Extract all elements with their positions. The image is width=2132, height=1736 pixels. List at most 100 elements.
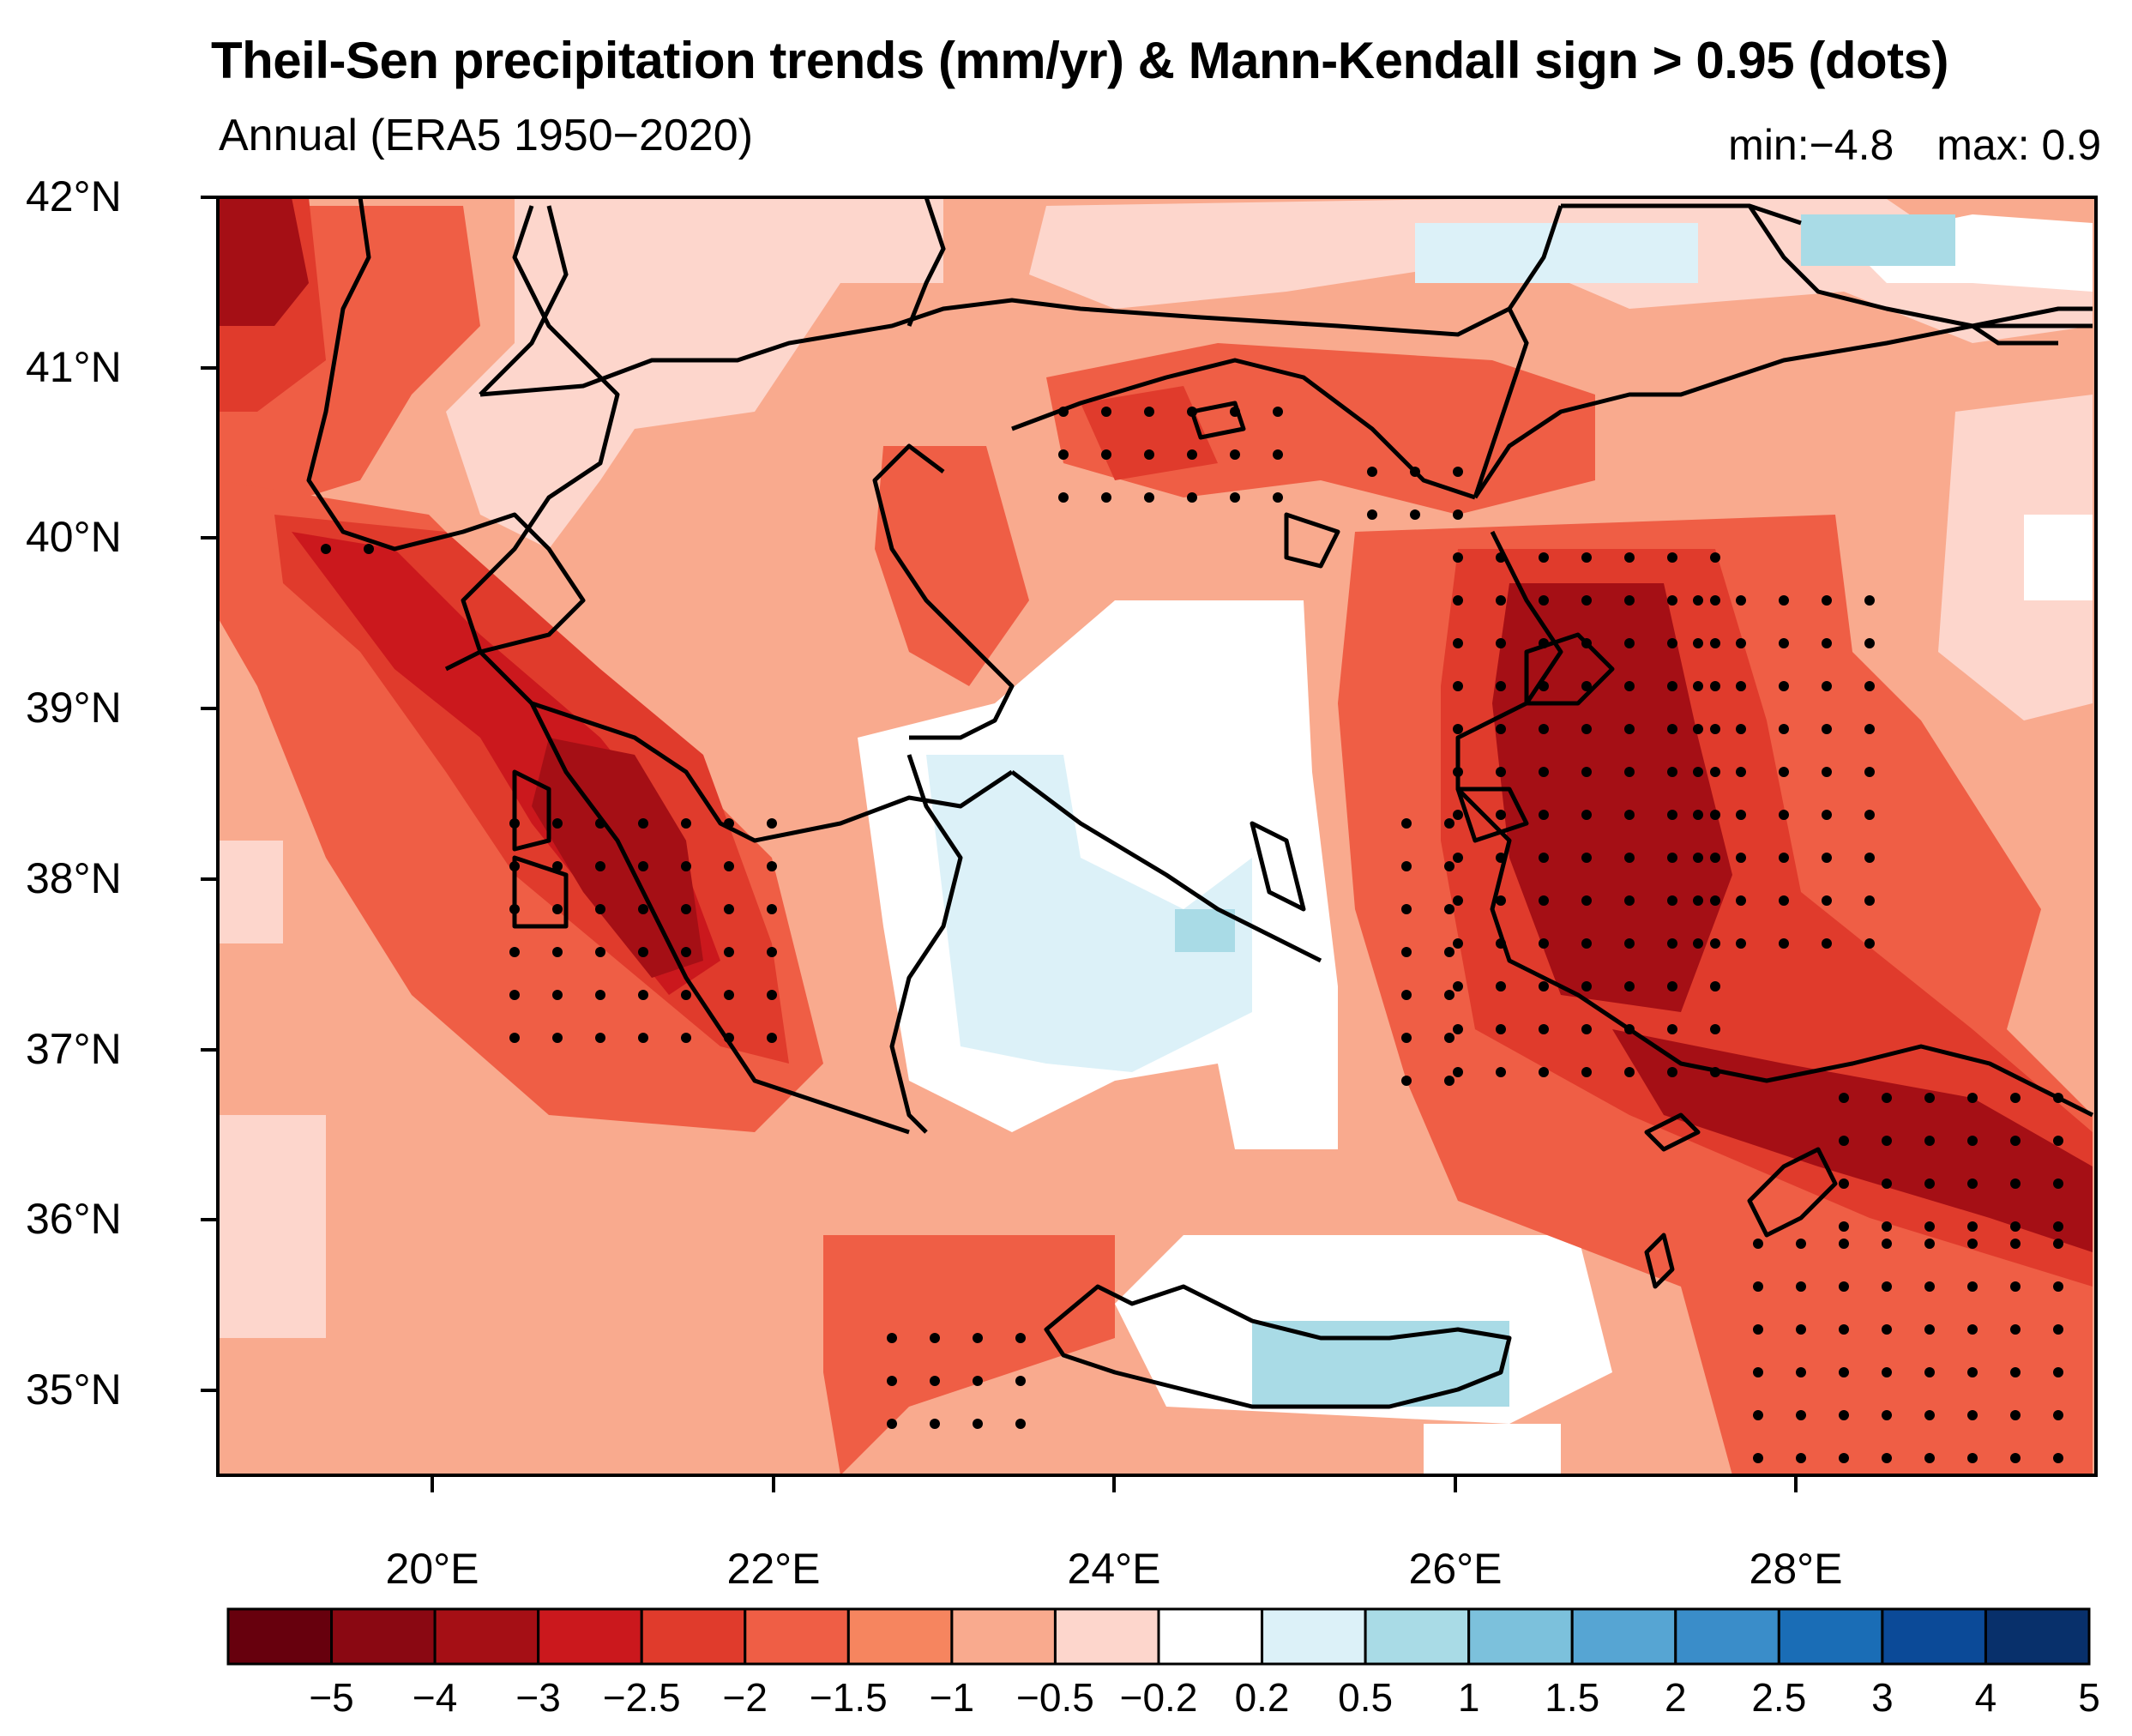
trend-area-turkey-west bbox=[1938, 395, 2093, 720]
significance-dot bbox=[1882, 1367, 1892, 1377]
significance-dot bbox=[1453, 1067, 1463, 1077]
lon-label-26: 26°E bbox=[1408, 1545, 1503, 1593]
significance-dot bbox=[1581, 938, 1592, 949]
macedonia-bulgaria-border bbox=[906, 197, 946, 327]
significance-dot bbox=[1624, 552, 1635, 563]
significance-dot bbox=[1444, 861, 1454, 871]
trend-area-crete-east bbox=[1252, 1321, 1509, 1407]
colorbar-swatch bbox=[640, 1607, 747, 1666]
significance-dot bbox=[1693, 895, 1703, 906]
significance-dot bbox=[930, 1419, 940, 1429]
colorbar-label: −3 bbox=[515, 1675, 561, 1720]
significance-dot bbox=[1882, 1239, 1892, 1249]
colorbar-swatch bbox=[1053, 1607, 1160, 1666]
trend-area-ionian-west bbox=[218, 841, 283, 943]
colorbar-swatch bbox=[226, 1607, 334, 1666]
trend-area-turkey-inland bbox=[2024, 515, 2093, 600]
significance-dot bbox=[2010, 1281, 2021, 1292]
significance-dot bbox=[638, 904, 648, 914]
significance-dot bbox=[767, 818, 777, 829]
significance-dot bbox=[1822, 853, 1832, 863]
colorbar-label: −4 bbox=[412, 1675, 458, 1720]
significance-dot bbox=[1444, 947, 1454, 957]
significance-dot bbox=[1736, 638, 1746, 648]
significance-dot bbox=[1864, 681, 1875, 691]
significance-dot bbox=[595, 1033, 605, 1043]
significance-dot bbox=[1410, 509, 1420, 520]
significance-dot bbox=[1924, 1453, 1935, 1463]
significance-dot bbox=[1839, 1281, 1849, 1292]
significance-dot bbox=[1839, 1093, 1849, 1103]
significance-dot bbox=[1779, 853, 1789, 863]
significance-dot bbox=[1693, 938, 1703, 949]
significance-dot bbox=[1144, 407, 1154, 417]
significance-dot bbox=[1779, 938, 1789, 949]
significance-dot bbox=[1667, 1067, 1677, 1077]
colorbar-swatch bbox=[744, 1607, 850, 1666]
significance-dot bbox=[1796, 1281, 1806, 1292]
trend-area-west-crete bbox=[823, 1235, 1115, 1475]
lat-label-35: 35°N bbox=[26, 1365, 122, 1414]
significance-dot bbox=[1693, 810, 1703, 820]
lat-label-36: 36°N bbox=[26, 1195, 122, 1243]
significance-dot bbox=[2053, 1324, 2063, 1335]
significance-dot bbox=[1101, 449, 1111, 460]
significance-dot bbox=[1796, 1453, 1806, 1463]
colorbar-swatch bbox=[1881, 1607, 1987, 1666]
significance-dot bbox=[1839, 1367, 1849, 1377]
significance-dot bbox=[1822, 895, 1832, 906]
significance-dot bbox=[2010, 1367, 2021, 1377]
significance-dot bbox=[1693, 595, 1703, 606]
significance-dot bbox=[1667, 552, 1677, 563]
significance-dot bbox=[1710, 938, 1720, 949]
significance-dot bbox=[1736, 810, 1746, 820]
significance-dot bbox=[1710, 638, 1720, 648]
significance-dot bbox=[1496, 981, 1506, 992]
significance-dot bbox=[1736, 895, 1746, 906]
significance-dot bbox=[767, 1033, 777, 1043]
significance-dot bbox=[681, 990, 691, 1000]
significance-dot bbox=[767, 904, 777, 914]
significance-dot bbox=[1710, 767, 1720, 777]
colorbar-label: 3 bbox=[1871, 1675, 1894, 1720]
significance-dot bbox=[973, 1376, 983, 1386]
significance-dot bbox=[1444, 1076, 1454, 1086]
significance-dot bbox=[1822, 638, 1832, 648]
significance-dots bbox=[321, 407, 2063, 1463]
significance-dot bbox=[364, 544, 374, 554]
significance-dot bbox=[930, 1333, 940, 1343]
significance-dot bbox=[1779, 810, 1789, 820]
significance-dot bbox=[1581, 552, 1592, 563]
significance-dot bbox=[681, 818, 691, 829]
significance-dot bbox=[973, 1333, 983, 1343]
corfu-lefkada-outline bbox=[512, 769, 551, 852]
significance-dot bbox=[509, 1033, 520, 1043]
colorbar-swatch bbox=[1261, 1607, 1367, 1666]
colorbar-swatch bbox=[1157, 1607, 1264, 1666]
significance-dot bbox=[1667, 724, 1677, 734]
significance-dot bbox=[638, 1033, 648, 1043]
significance-dot bbox=[1015, 1419, 1026, 1429]
significance-dot bbox=[1710, 681, 1720, 691]
significance-dot bbox=[1967, 1453, 1978, 1463]
significance-dot bbox=[1882, 1453, 1892, 1463]
significance-dot bbox=[1693, 767, 1703, 777]
significance-dot bbox=[887, 1376, 897, 1386]
significance-dot bbox=[595, 947, 605, 957]
significance-dot bbox=[1839, 1136, 1849, 1146]
significance-dot bbox=[1453, 853, 1463, 863]
karpathos-outline bbox=[1644, 1233, 1675, 1289]
significance-dot bbox=[1839, 1410, 1849, 1420]
significance-dot bbox=[1273, 492, 1283, 503]
significance-dot bbox=[1822, 595, 1832, 606]
significance-dot bbox=[1967, 1178, 1978, 1189]
significance-dot bbox=[1779, 595, 1789, 606]
greece-north-border bbox=[479, 205, 1563, 397]
significance-dot bbox=[638, 818, 648, 829]
chalkidiki-coast bbox=[872, 443, 1015, 740]
colorbar-label: 0.2 bbox=[1234, 1675, 1290, 1720]
colorbar-swatch bbox=[1777, 1607, 1884, 1666]
significance-dot bbox=[1710, 853, 1720, 863]
colorbar-label: 5 bbox=[2078, 1675, 2100, 1720]
